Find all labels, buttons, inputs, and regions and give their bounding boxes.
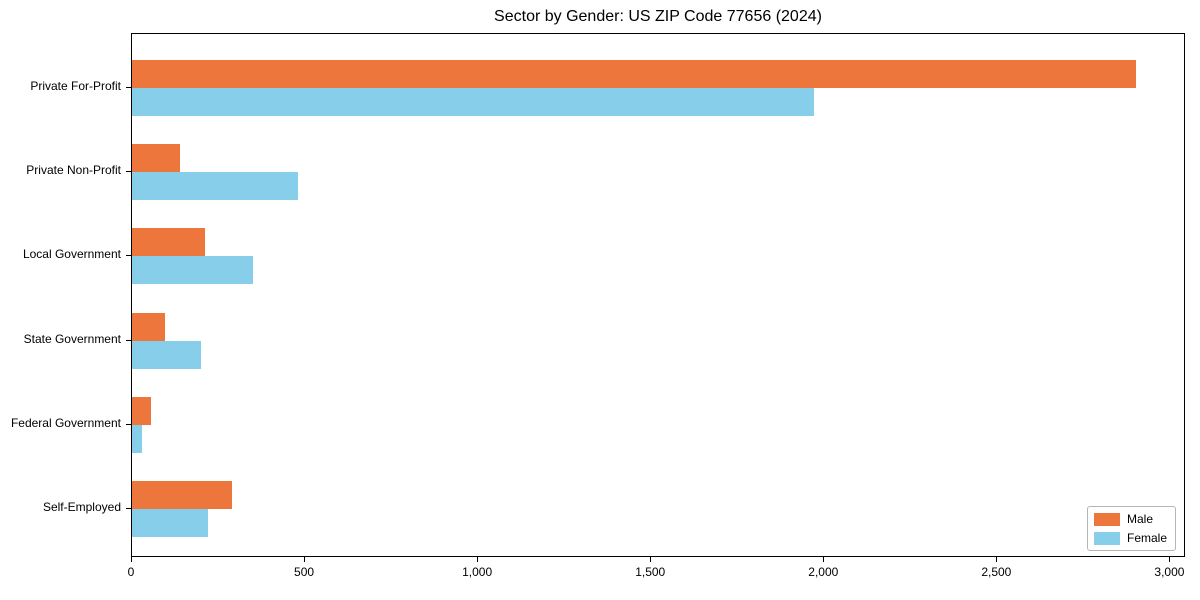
y-tick-mark — [126, 508, 131, 509]
x-tick-label: 500 — [294, 565, 315, 579]
x-tick-label: 1,000 — [462, 565, 493, 579]
y-tick-label: Self-Employed — [42, 500, 121, 514]
x-tick-mark — [1169, 557, 1171, 562]
x-tick-mark — [650, 557, 652, 562]
y-tick-label: Federal Government — [10, 415, 121, 430]
bar-male — [132, 481, 233, 509]
legend-label-male: Male — [1126, 512, 1153, 526]
y-tick-mark — [126, 255, 131, 257]
bar-female — [132, 172, 299, 201]
male-swatch-icon — [1093, 512, 1120, 526]
legend-entry-female: Female — [1093, 531, 1167, 545]
y-tick-label: Local Government — [22, 247, 121, 262]
y-tick-mark — [126, 171, 131, 173]
x-tick-mark — [477, 557, 479, 562]
y-tick-label: Private For-Profit — [30, 79, 121, 93]
legend-label-female: Female — [1126, 531, 1167, 545]
bar-male — [132, 228, 205, 257]
x-tick-label: 2,500 — [981, 565, 1012, 579]
bar-female — [132, 256, 254, 285]
x-tick-mark — [131, 557, 132, 562]
x-tick-label: 2,000 — [808, 565, 839, 579]
bar-female — [132, 88, 814, 116]
bar-female — [132, 509, 209, 537]
bar-male — [132, 312, 165, 341]
y-tick-label: State Government — [23, 331, 121, 346]
legend: Male Female — [1086, 506, 1176, 551]
x-tick-mark — [304, 557, 306, 562]
x-tick-mark — [996, 557, 998, 562]
y-tick-mark — [126, 339, 131, 341]
bar-male — [132, 396, 152, 425]
y-tick-label: Private Non-Profit — [26, 163, 121, 178]
legend-entry-male: Male — [1093, 512, 1167, 526]
bar-female — [132, 424, 143, 453]
plot-area: Male Female — [131, 33, 1185, 557]
x-tick-label: 1,500 — [635, 565, 666, 579]
bar-male — [132, 144, 181, 173]
x-tick-label: 0 — [127, 565, 135, 579]
chart-title: Sector by Gender: US ZIP Code 77656 (202… — [494, 8, 822, 25]
bar-female — [132, 340, 202, 369]
x-tick-mark — [823, 557, 825, 562]
bar-male — [132, 60, 1136, 88]
y-tick-mark — [126, 423, 131, 425]
female-swatch-icon — [1093, 531, 1120, 545]
x-tick-label: 3,000 — [1154, 565, 1185, 579]
y-tick-mark — [126, 87, 131, 88]
